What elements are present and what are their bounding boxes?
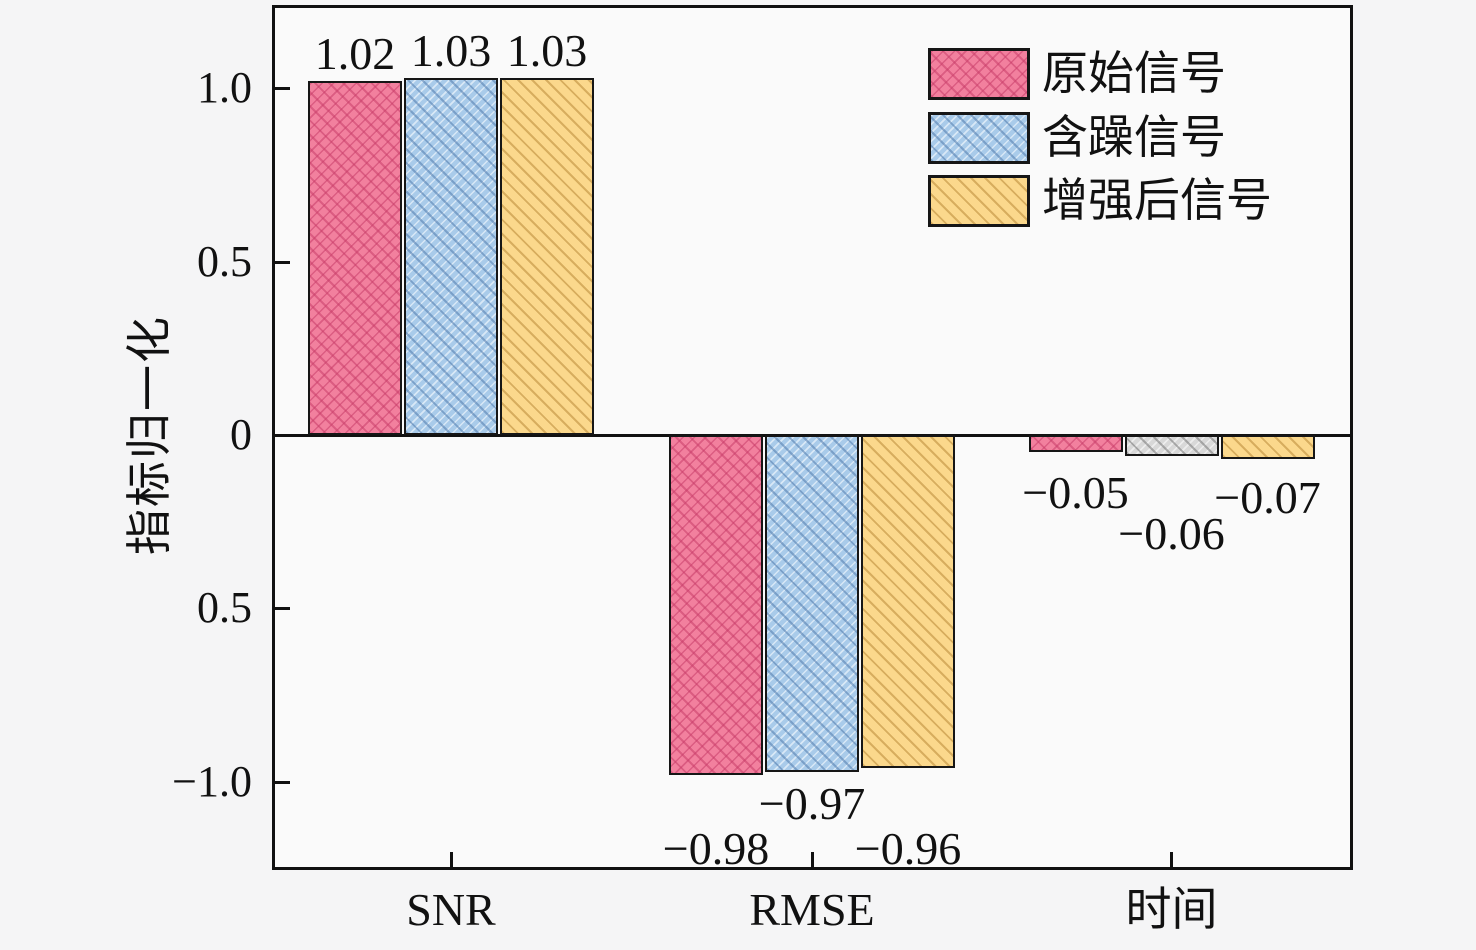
legend-label: 含躁信号 xyxy=(1042,112,1226,163)
bar-value-label: −0.96 xyxy=(854,823,962,875)
bar-2-series-2 xyxy=(1220,435,1315,460)
legend-swatch xyxy=(928,48,1030,100)
y-tick-label: 0 xyxy=(230,410,252,459)
y-tick xyxy=(275,260,290,264)
bar-0-series-2 xyxy=(500,77,594,435)
bar-0-series-1 xyxy=(404,77,498,435)
bar-value-label: −0.06 xyxy=(1118,507,1225,559)
bar-1-series-2 xyxy=(861,435,955,769)
y-tick-label: 0.5 xyxy=(197,583,252,632)
y-tick xyxy=(275,86,290,90)
y-tick xyxy=(275,606,290,610)
x-tick xyxy=(449,852,453,867)
y-tick-label: 1.0 xyxy=(197,63,252,112)
y-tick xyxy=(275,433,290,437)
y-tick-label: −1.0 xyxy=(172,757,252,806)
legend-label: 增强后信号 xyxy=(1042,175,1272,226)
bar-value-label: −0.05 xyxy=(1022,467,1129,519)
bar-value-label: −0.98 xyxy=(662,823,770,875)
x-category-label: RMSE xyxy=(749,884,875,935)
legend-swatch xyxy=(928,175,1030,227)
bar-value-label: 1.03 xyxy=(410,24,492,76)
x-category-label: SNR xyxy=(406,884,496,935)
y-tick xyxy=(275,780,290,784)
plot-area xyxy=(272,5,1353,870)
bar-value-label: 1.02 xyxy=(314,28,396,80)
x-tick xyxy=(810,852,814,867)
bar-0-series-0 xyxy=(308,81,402,435)
bar-2-series-0 xyxy=(1028,435,1123,453)
y-tick-label: 0.5 xyxy=(197,237,252,286)
legend-label: 原始信号 xyxy=(1042,48,1226,99)
bar-1-series-0 xyxy=(669,435,763,776)
legend-swatch xyxy=(928,112,1030,164)
bar-value-label: −0.07 xyxy=(1214,472,1321,524)
bar-2-series-1 xyxy=(1124,435,1219,456)
bar-value-label: −0.97 xyxy=(758,777,866,829)
x-category-label: 时间 xyxy=(1125,884,1218,935)
bar-1-series-1 xyxy=(765,435,859,772)
x-tick xyxy=(1170,852,1173,867)
bar-value-label: 1.03 xyxy=(506,24,588,76)
